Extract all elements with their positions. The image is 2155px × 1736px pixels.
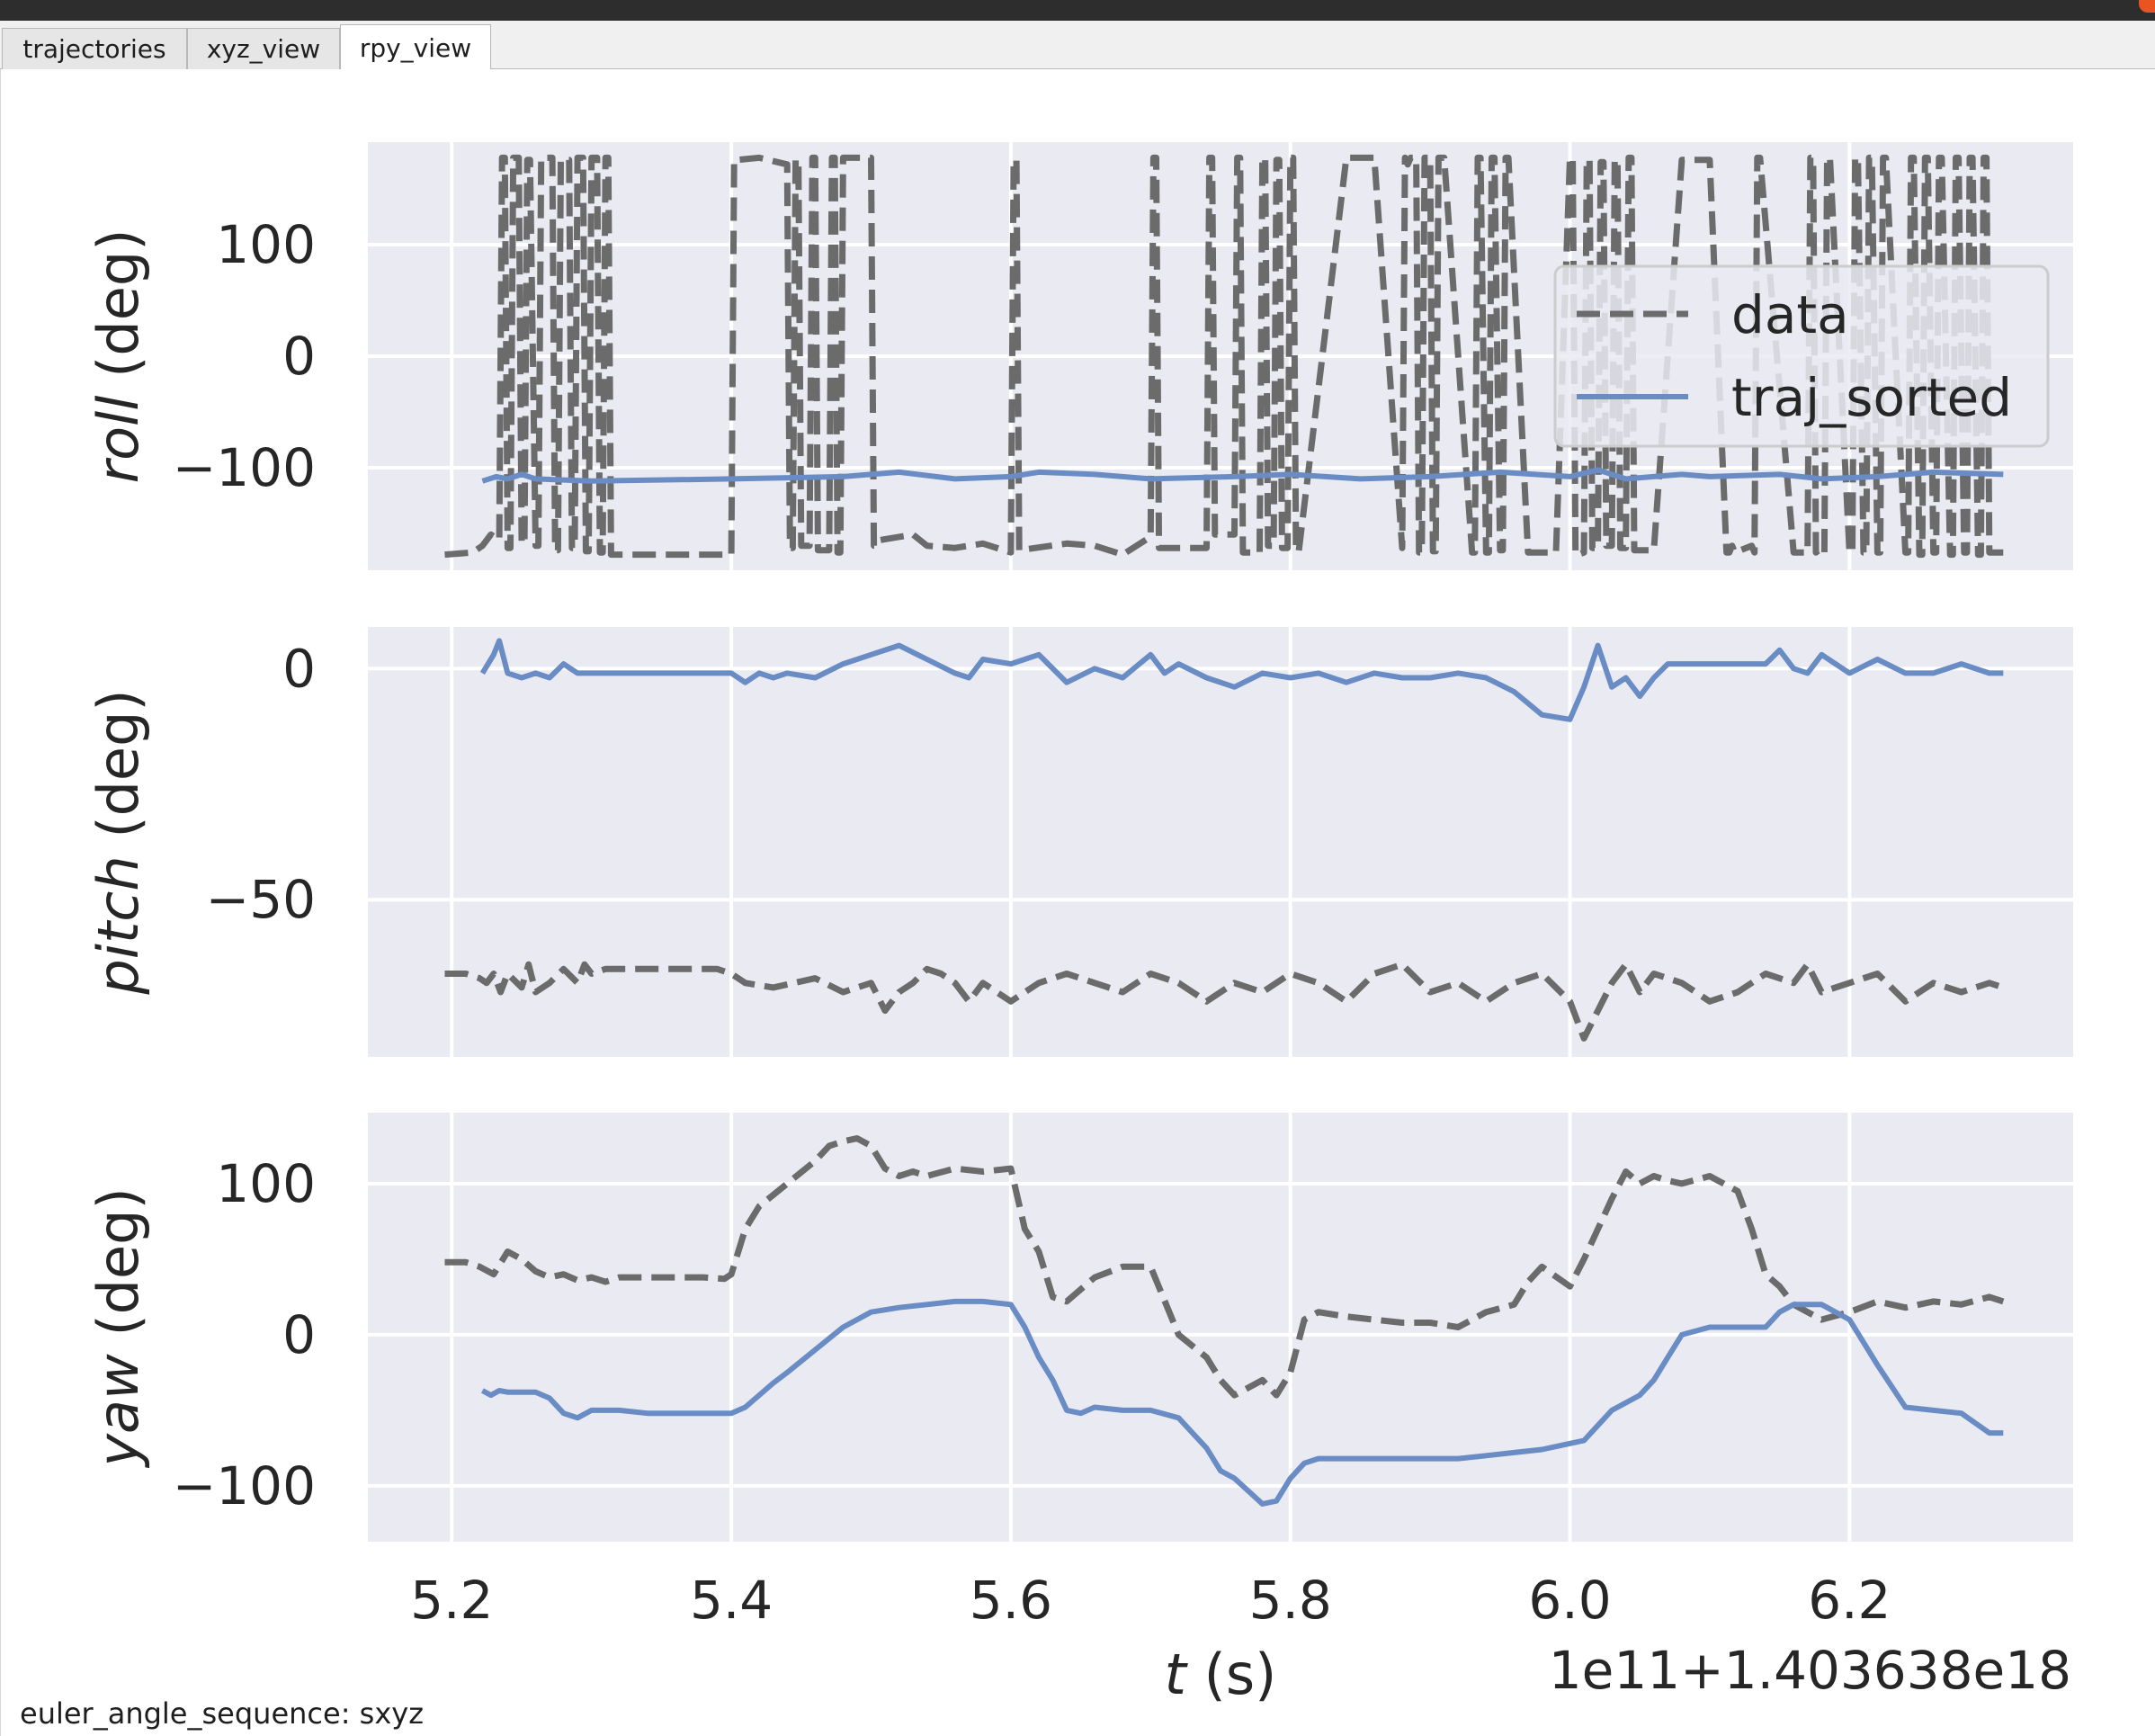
- x-tick-label: 5.2: [410, 1570, 493, 1631]
- axes-panel-yaw: [368, 1113, 2073, 1542]
- x-axis-label: t (s): [1165, 1642, 1277, 1707]
- y-tick-label: 0: [282, 326, 316, 387]
- x-offset-label: 1e11+1.403638e18: [1549, 1640, 2071, 1701]
- y-axis-label-yaw: yaw (deg): [85, 1187, 151, 1468]
- series-data-pitch: [444, 961, 2005, 1042]
- close-icon[interactable]: [2139, 0, 2155, 13]
- window-titlebar: [0, 0, 2155, 21]
- rpy-chart: 100 0 −100 roll (deg) 0 −50 pitch (deg) 100 0 −10…: [85, 142, 2073, 1707]
- y-axis-label-roll: roll (deg): [85, 229, 151, 484]
- tab-xyz-view[interactable]: xyz_view: [187, 28, 340, 69]
- y-tick-label: 0: [282, 1304, 316, 1365]
- series-traj-sorted-roll: [481, 467, 2004, 484]
- y-tick-label: 100: [216, 214, 316, 275]
- y-tick-label: −100: [173, 437, 316, 498]
- y-tick-label: 100: [216, 1153, 316, 1214]
- y-axis-label-pitch: pitch (deg): [85, 689, 151, 995]
- x-tick-label: 6.0: [1528, 1570, 1611, 1631]
- series-data-yaw: [444, 1135, 2005, 1399]
- tab-trajectories[interactable]: trajectories: [2, 28, 187, 69]
- plot-canvas-area: 100 0 −100 roll (deg) 0 −50 pitch (deg) 100 0 −10…: [0, 69, 2155, 1736]
- y-tick-label: −50: [206, 869, 316, 930]
- y-tick-label: −100: [173, 1455, 316, 1517]
- legend-label-traj-sorted: traj_sorted: [1731, 367, 2012, 428]
- axes-panel-pitch: [368, 627, 2073, 1057]
- tab-bar: trajectories xyz_view rpy_view: [0, 21, 2155, 70]
- series-data-roll: [444, 154, 2004, 559]
- x-tick-label: 6.2: [1808, 1570, 1891, 1631]
- legend-label-data: data: [1731, 284, 1849, 345]
- series-traj-sorted-pitch: [479, 638, 2004, 722]
- tab-rpy-view[interactable]: rpy_view: [340, 24, 491, 70]
- status-text: euler_angle_sequence: sxyz: [20, 1696, 424, 1731]
- x-tick-label: 5.6: [970, 1570, 1052, 1631]
- x-tick-label: 5.8: [1249, 1570, 1332, 1631]
- y-tick-label: 0: [282, 638, 316, 699]
- x-tick-label: 5.4: [690, 1570, 773, 1631]
- series-traj-sorted-yaw: [480, 1298, 2004, 1507]
